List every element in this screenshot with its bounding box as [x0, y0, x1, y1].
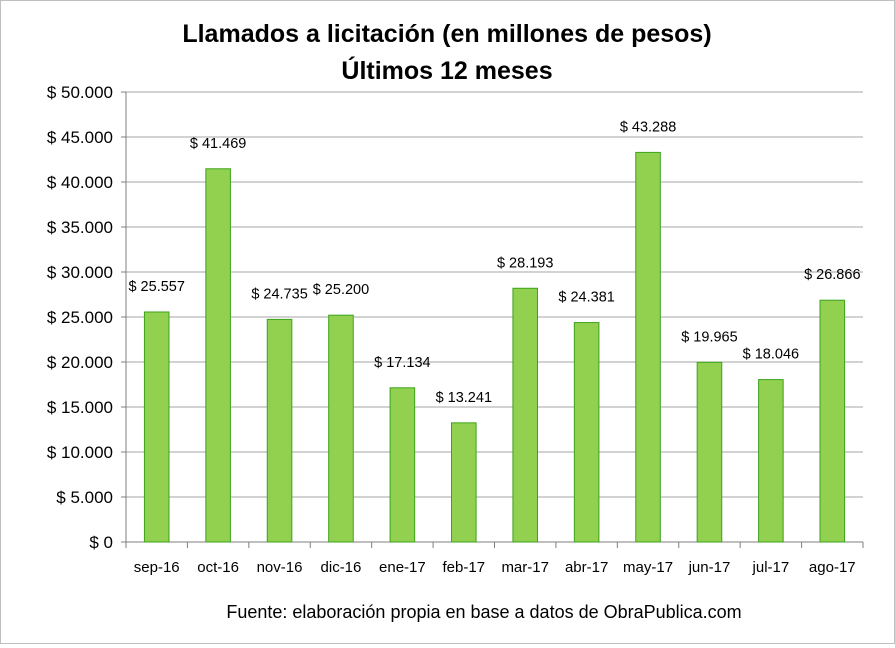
x-tick-label-nov-16: nov-16 — [257, 559, 303, 576]
source-note: Fuente: elaboración propia en base a dat… — [226, 602, 741, 622]
y-tick-label: $ 15.000 — [47, 398, 113, 417]
data-label-jun-17: $ 19.965 — [681, 329, 737, 345]
x-tick-label-ene-17: ene-17 — [379, 559, 426, 576]
y-tick-label: $ 20.000 — [47, 353, 113, 372]
bar-sep-16 — [143, 311, 170, 543]
x-tick-label-jun-17: jun-17 — [688, 559, 731, 576]
x-tick-label-sep-16: sep-16 — [134, 559, 180, 576]
y-tick-label: $ 25.000 — [47, 308, 113, 327]
bar-ene-17 — [389, 387, 416, 543]
data-label-nov-16: $ 24.735 — [251, 286, 307, 302]
bar-nov-16 — [266, 318, 293, 543]
y-tick-label: $ 10.000 — [47, 443, 113, 462]
chart-subtitle: Últimos 12 meses — [341, 55, 552, 85]
y-tick-label: $ 45.000 — [47, 128, 113, 147]
data-label-feb-17: $ 13.241 — [436, 390, 492, 406]
data-label-mar-17: $ 28.193 — [497, 255, 553, 271]
bar-jul-17 — [758, 379, 784, 543]
bar-feb-17 — [451, 422, 477, 543]
data-label-may-17: $ 43.288 — [620, 119, 676, 135]
x-tick-label-ago-17: ago-17 — [809, 559, 856, 576]
x-tick-label-oct-16: oct-16 — [197, 559, 239, 576]
bar-abr-17 — [573, 322, 600, 543]
data-label-jul-17: $ 18.046 — [743, 347, 799, 363]
axes: $ 0 $ 5.000 $ 10.000 $ 15.000 $ 20.000 $ 25.0… — [47, 83, 864, 576]
bars — [143, 151, 846, 543]
chart-title: Llamados a licitación (en millones de pe… — [182, 20, 711, 48]
x-tick-label-mar-17: mar-17 — [501, 559, 549, 576]
bar-jun-17 — [696, 361, 723, 543]
bar-oct-16 — [205, 168, 231, 543]
y-tick-label: $ 5.000 — [56, 488, 113, 507]
x-tick-label-dic-16: dic-16 — [321, 559, 362, 576]
x-tick-label-abr-17: abr-17 — [565, 559, 608, 576]
data-label-abr-17: $ 24.381 — [558, 290, 614, 306]
x-tick-label-may-17: may-17 — [623, 559, 673, 576]
data-labels: $ 25.557 $ 41.469 $ 24.735 $ 25.200 $ 17.134… — [128, 119, 860, 405]
bar-ago-17 — [819, 299, 846, 543]
x-tick-label-jul-17: jul-17 — [752, 559, 790, 576]
data-label-oct-16: $ 41.469 — [190, 136, 246, 152]
gridlines — [126, 91, 863, 498]
x-tick-label-feb-17: feb-17 — [443, 559, 486, 576]
data-label-sep-16: $ 25.557 — [128, 279, 184, 295]
y-tick-label: $ 0 — [89, 533, 113, 552]
bar-may-17 — [635, 151, 661, 543]
y-tick-label: $ 50.000 — [47, 83, 113, 102]
y-tick-label: $ 30.000 — [47, 263, 113, 282]
data-label-ago-17: $ 26.866 — [804, 267, 860, 283]
bar-dic-16 — [328, 314, 354, 543]
data-label-ene-17: $ 17.134 — [374, 355, 430, 371]
bar-mar-17 — [512, 287, 538, 543]
y-tick-label: $ 40.000 — [47, 173, 113, 192]
y-tick-label: $ 35.000 — [47, 218, 113, 237]
data-label-dic-16: $ 25.200 — [313, 282, 369, 298]
